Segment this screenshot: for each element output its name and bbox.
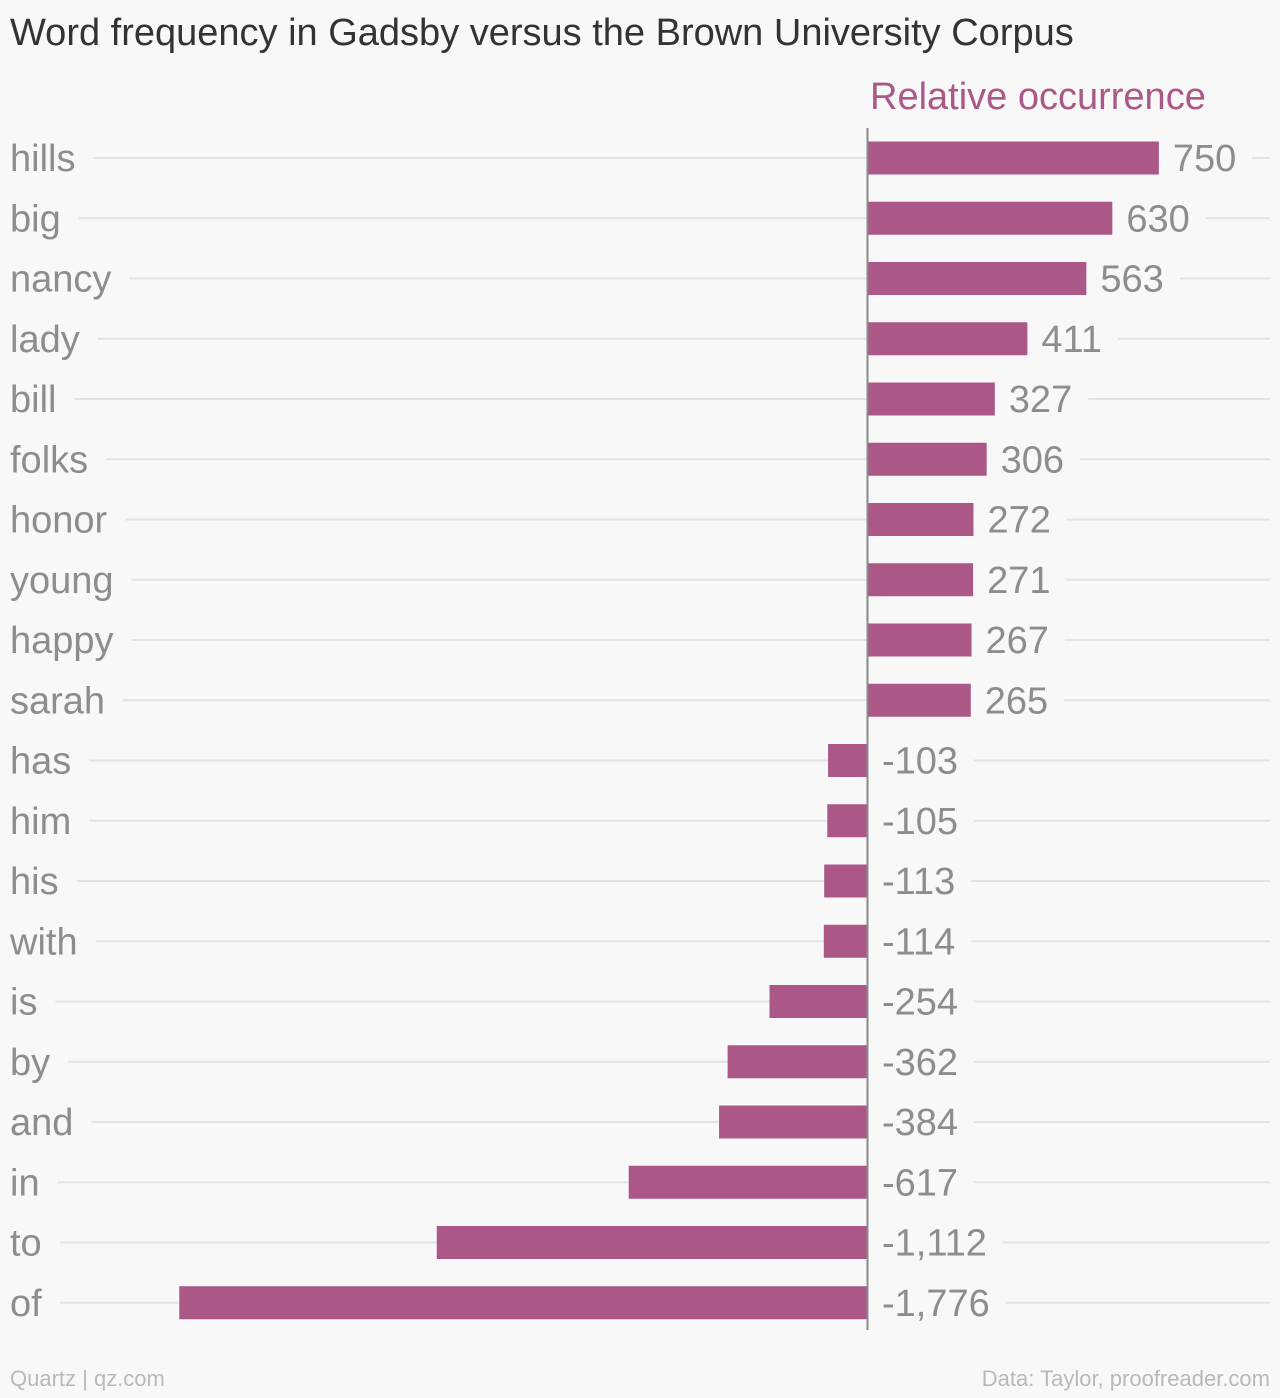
value-label: -254 [882, 982, 958, 1024]
value-label: -113 [882, 861, 955, 903]
category-label: young [10, 560, 114, 602]
value-label: -1,776 [882, 1283, 990, 1325]
value-label: 271 [987, 560, 1050, 602]
series-label: Relative occurrence [870, 76, 1206, 118]
category-label: sarah [10, 680, 105, 722]
category-label: by [10, 1042, 50, 1084]
category-label: big [10, 198, 61, 240]
bar [727, 1045, 868, 1079]
value-label: -1,112 [882, 1223, 987, 1265]
value-label: 265 [985, 680, 1048, 722]
value-label: 750 [1173, 138, 1236, 180]
value-label: 267 [986, 620, 1049, 662]
value-label: -105 [882, 801, 958, 843]
value-label: 272 [987, 500, 1050, 542]
category-label: of [10, 1283, 42, 1325]
value-label: -114 [882, 921, 955, 963]
bar [868, 262, 1087, 295]
bar [436, 1226, 868, 1259]
bar [868, 623, 972, 657]
bar [868, 442, 987, 476]
chart-title: Word frequency in Gadsby versus the Brow… [10, 12, 1074, 54]
category-label: happy [10, 620, 114, 662]
bar [179, 1286, 868, 1320]
category-label: folks [10, 439, 88, 481]
category-label: bill [10, 379, 56, 421]
bar [868, 322, 1028, 356]
bar [827, 804, 868, 838]
value-label: -362 [882, 1042, 958, 1084]
value-label: 630 [1126, 198, 1189, 240]
category-label: is [10, 982, 37, 1024]
value-label: 327 [1009, 379, 1072, 421]
value-label: 411 [1041, 319, 1102, 361]
value-label: 563 [1100, 259, 1163, 301]
footer-source-right: Data: Taylor, proofreader.com [981, 1366, 1270, 1391]
category-label: in [10, 1162, 40, 1204]
value-label: -103 [882, 741, 958, 783]
category-label: has [10, 741, 71, 783]
bar [868, 382, 995, 416]
bar [868, 683, 971, 717]
bar [719, 1105, 868, 1139]
bar [868, 563, 974, 597]
bar [823, 924, 868, 958]
value-label: 306 [1001, 439, 1064, 481]
category-label: him [10, 801, 71, 843]
category-label: lady [10, 319, 80, 361]
category-label: nancy [10, 259, 111, 301]
bar [828, 744, 868, 777]
value-label: -384 [882, 1102, 958, 1144]
bar [824, 864, 868, 898]
category-label: honor [10, 500, 108, 542]
footer-source-left: Quartz | qz.com [10, 1366, 165, 1391]
category-label: his [10, 861, 59, 903]
category-label: hills [10, 138, 75, 180]
bar [868, 201, 1113, 235]
bar [628, 1165, 868, 1199]
category-label: with [9, 921, 78, 963]
bar [769, 985, 868, 1018]
bar [868, 503, 974, 536]
bar [868, 141, 1159, 175]
category-label: to [10, 1223, 42, 1265]
category-label: and [10, 1102, 73, 1144]
value-label: -617 [882, 1162, 958, 1204]
